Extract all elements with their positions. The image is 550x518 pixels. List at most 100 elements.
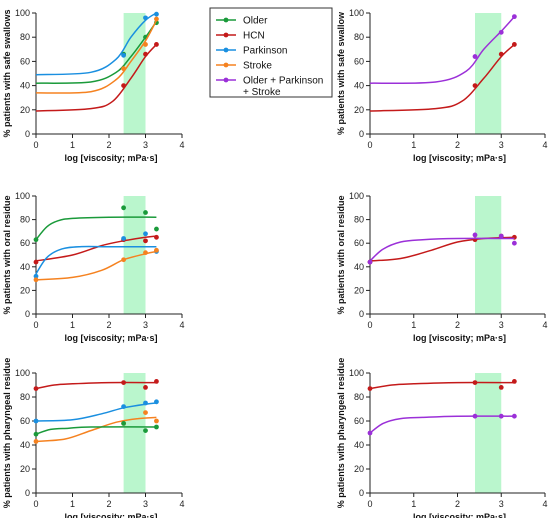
- x-tick-label: 4: [179, 320, 184, 330]
- data-point-hcn: [121, 380, 126, 385]
- x-tick-label: 0: [33, 499, 38, 509]
- y-tick-label: 40: [354, 262, 364, 272]
- data-point-stroke: [143, 250, 148, 256]
- data-point-parkinson: [121, 236, 126, 241]
- viscosity-band: [475, 373, 502, 493]
- data-point-combined: [498, 29, 504, 35]
- x-axis-label: log [viscosity; mPa·s]: [64, 153, 157, 163]
- y-tick-label: 20: [20, 285, 30, 295]
- x-tick-label: 1: [70, 140, 75, 150]
- data-point-parkinson: [143, 400, 148, 406]
- y-tick-label: 40: [354, 81, 364, 91]
- y-tick-label: 100: [15, 368, 30, 378]
- x-tick-label: 3: [143, 499, 148, 509]
- x-tick-label: 2: [455, 320, 460, 330]
- y-tick-label: 60: [20, 238, 30, 248]
- y-tick-label: 20: [354, 105, 364, 115]
- x-tick-label: 1: [70, 499, 75, 509]
- x-tick-label: 4: [542, 140, 547, 150]
- x-tick-label: 1: [411, 499, 416, 509]
- chart-panel-5: 0 20 40 60 80 100 0 1 2 3 4 log [viscosity; mPa·s]%…: [2, 358, 185, 518]
- data-point-stroke: [33, 439, 39, 444]
- data-point-combined: [367, 430, 373, 436]
- data-point-older: [154, 226, 159, 232]
- legend-label: Older + Parkinson: [243, 76, 323, 87]
- x-tick-label: 2: [106, 320, 111, 330]
- fit-line-combined: [369, 415, 515, 434]
- x-tick-label: 3: [143, 140, 148, 150]
- fit-line-stroke: [35, 416, 157, 443]
- data-point-parkinson: [143, 15, 148, 21]
- x-tick-label: 3: [143, 320, 148, 330]
- x-tick-label: 0: [33, 320, 38, 330]
- x-tick-label: 2: [455, 499, 460, 509]
- y-tick-label: 60: [20, 416, 30, 426]
- fit-line-hcn: [35, 235, 157, 262]
- data-point-older: [121, 421, 126, 426]
- legend-swatch-dot: [223, 77, 229, 83]
- fit-line-combined: [369, 16, 515, 85]
- data-point-older: [33, 237, 39, 243]
- x-axis-label: log [viscosity; mPa·s]: [413, 512, 506, 518]
- data-point-hcn: [367, 386, 373, 391]
- data-point-older: [143, 428, 148, 433]
- y-tick-label: 40: [20, 262, 30, 272]
- data-point-older: [33, 431, 39, 437]
- data-point-parkinson: [143, 231, 148, 237]
- y-tick-label: 80: [354, 32, 364, 42]
- y-tick-label: 100: [349, 368, 364, 378]
- y-axis-label: % patients with safe swallow: [336, 11, 346, 135]
- data-point-combined: [498, 413, 504, 419]
- data-point-hcn: [33, 259, 39, 265]
- y-tick-label: 60: [354, 238, 364, 248]
- y-tick-label: 40: [20, 440, 30, 450]
- legend-label: Older: [243, 16, 268, 27]
- x-tick-label: 1: [70, 320, 75, 330]
- x-tick-label: 0: [367, 499, 372, 509]
- chart-panel-6: 0 20 40 60 80 100 0 1 2 3 4 log [viscosity; mPa·s]%…: [336, 358, 548, 518]
- y-axis-label: % patients with pharyngeal residue: [2, 358, 12, 509]
- legend-swatch-dot: [223, 17, 229, 23]
- data-point-stroke: [143, 410, 148, 415]
- fit-line-older: [35, 216, 157, 241]
- legend-box: [209, 7, 333, 98]
- x-tick-label: 3: [499, 320, 504, 330]
- legend-swatch-dot: [223, 62, 229, 68]
- data-point-stroke: [154, 16, 159, 22]
- y-tick-label: 0: [359, 309, 364, 319]
- x-tick-label: 4: [542, 320, 547, 330]
- y-tick-label: 80: [20, 32, 30, 42]
- data-point-stroke: [154, 418, 159, 424]
- legend: Older HCN Parkinson Stroke Older + Parkinson…: [209, 7, 333, 98]
- data-point-hcn: [472, 83, 478, 88]
- data-point-stroke: [121, 66, 126, 72]
- y-tick-label: 0: [359, 129, 364, 139]
- fit-line-older: [35, 426, 157, 435]
- data-point-combined: [472, 54, 478, 59]
- data-point-parkinson: [33, 418, 39, 424]
- x-axis-label: log [viscosity; mPa·s]: [413, 153, 506, 163]
- data-point-older: [154, 424, 159, 430]
- chart-panel-1: 0 20 40 60 80 100 0 1 2 3 4 log [viscosity; mPa·s]%…: [2, 8, 185, 163]
- data-point-stroke: [143, 42, 148, 47]
- x-tick-label: 2: [106, 140, 111, 150]
- data-point-stroke: [121, 257, 126, 263]
- y-tick-label: 40: [354, 440, 364, 450]
- data-point-combined: [511, 14, 517, 20]
- y-tick-label: 0: [25, 309, 30, 319]
- y-tick-label: 100: [15, 8, 30, 18]
- data-point-combined: [511, 240, 517, 246]
- y-axis-label: % patients with safe swallows: [2, 9, 12, 137]
- x-tick-label: 2: [106, 499, 111, 509]
- chart-panel-2: 0 20 40 60 80 100 0 1 2 3 4 log [viscosity; mPa·s]%…: [336, 8, 548, 163]
- y-tick-label: 20: [354, 464, 364, 474]
- legend-label: HCN: [243, 31, 265, 42]
- y-tick-label: 100: [349, 191, 364, 201]
- y-tick-label: 80: [20, 392, 30, 402]
- y-tick-label: 20: [20, 105, 30, 115]
- x-tick-label: 1: [411, 320, 416, 330]
- x-axis-label: log [viscosity; mPa·s]: [413, 333, 506, 343]
- data-point-hcn: [33, 386, 39, 391]
- x-tick-label: 0: [367, 320, 372, 330]
